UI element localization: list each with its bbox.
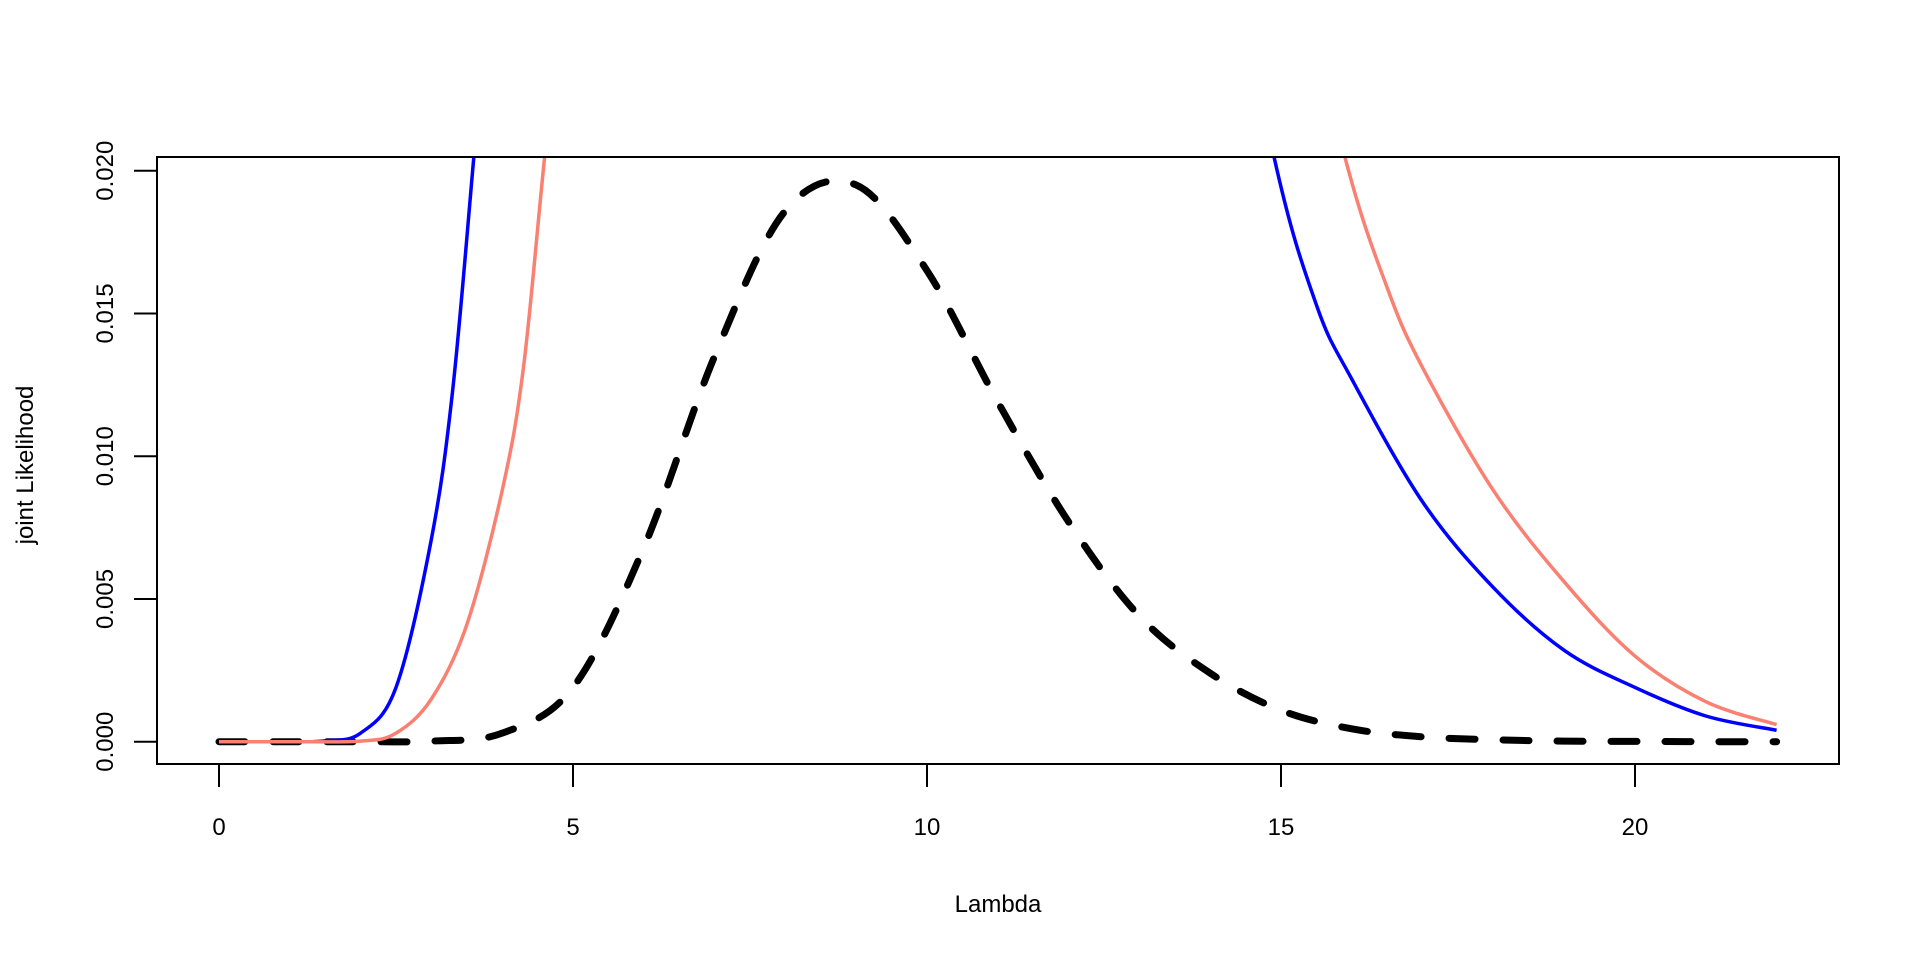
plot-frame xyxy=(156,156,1840,765)
blue-curve-line xyxy=(218,157,1777,744)
x-axis: 0 5 10 15 20 xyxy=(212,764,1648,841)
plot-area xyxy=(215,157,1781,746)
y-tick-label: 0.000 xyxy=(92,712,119,772)
dashed-black-curve-line xyxy=(215,177,1781,746)
x-tick-label: 5 xyxy=(566,814,579,841)
salmon-curve-line xyxy=(218,157,1778,744)
y-axis: 0.000 0.005 0.010 0.015 0.020 xyxy=(92,141,157,772)
x-tick-label: 10 xyxy=(914,814,941,841)
y-tick-label: 0.015 xyxy=(92,283,119,343)
x-tick-label: 20 xyxy=(1622,814,1649,841)
y-tick-label: 0.005 xyxy=(92,569,119,629)
x-tick-label: 0 xyxy=(212,814,225,841)
y-axis-title: joint Likelihood xyxy=(12,386,39,546)
y-tick-label: 0.020 xyxy=(92,141,119,201)
y-tick-label: 0.010 xyxy=(92,426,119,486)
x-tick-label: 15 xyxy=(1268,814,1295,841)
x-axis-title: Lambda xyxy=(955,891,1042,918)
